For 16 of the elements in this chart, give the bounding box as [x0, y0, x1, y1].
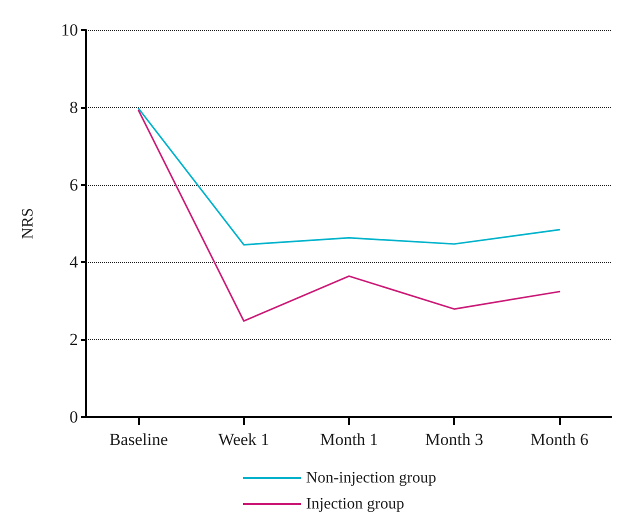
x-tick-label: Month 6 [530, 430, 588, 449]
y-axis-title: NRS [20, 208, 36, 240]
legend-label: Non-injection group [306, 470, 436, 486]
line-series [138, 110, 560, 322]
y-tick-label: 4 [70, 252, 78, 272]
y-tick-label: 8 [70, 98, 78, 117]
y-tick-label: 0 [70, 408, 78, 426]
y-tick-label: 2 [70, 330, 78, 350]
line-series [138, 108, 560, 246]
x-tick-label: Baseline [109, 430, 168, 449]
y-tick-label: 10 [61, 20, 78, 40]
x-tick-label: Month 3 [425, 430, 484, 449]
x-tick-label: Month 1 [320, 430, 378, 449]
legend-label: Injection group [306, 496, 404, 512]
y-tick-label: 6 [70, 175, 78, 194]
x-tick-label: Week 1 [218, 430, 270, 449]
